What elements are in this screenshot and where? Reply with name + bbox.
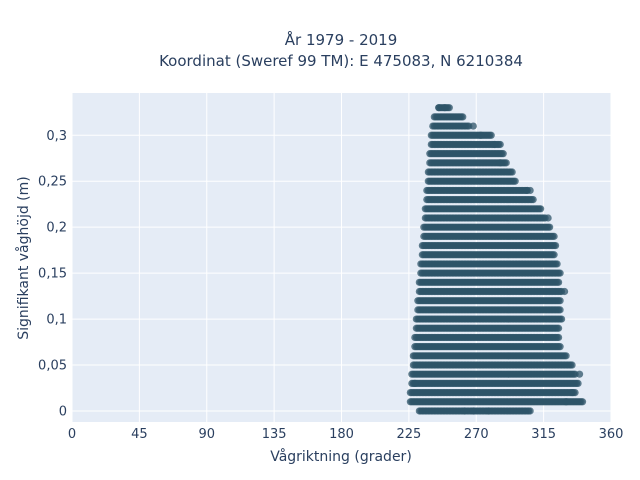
x-axis-title: Vågriktning (grader) [270,448,412,465]
data-point [553,260,561,268]
data-point [487,131,495,139]
data-point [411,379,419,388]
data-point [460,407,468,415]
data-point [550,251,558,259]
data-point [496,140,504,149]
y-axis-ticks: 0 0,05 0,1 0,15 0,2 0,25 0,3 [38,129,67,420]
chart-title-line-2: Koordinat (Sweref 99 TM): E 475083, N 62… [159,52,523,70]
data-point [562,398,570,406]
y-tick-label: 0,05 [38,359,67,374]
data-point [578,398,587,406]
data-point [544,214,552,222]
data-point [554,324,563,332]
data-point [554,278,563,286]
data-point [568,361,576,369]
data-point [562,352,570,360]
y-axis-title: Signifikant våghöjd (m) [15,176,32,339]
y-tick-label: 0,15 [38,267,67,282]
data-point [550,232,558,240]
data-point [552,241,560,250]
x-tick-label: 360 [599,427,624,442]
data-point [511,177,519,185]
data-point [484,407,492,415]
x-axis-ticks: 0 45 90 135 180 225 270 315 360 [68,427,624,442]
data-point [499,150,507,158]
data-point [556,343,564,351]
data-point [496,159,504,167]
data-point [556,297,564,305]
data-points [406,104,587,415]
data-point [546,223,554,231]
y-tick-label: 0,3 [46,129,67,144]
data-point [568,388,576,397]
x-tick-label: 315 [531,427,556,442]
data-point [574,379,582,388]
data-point [477,131,485,139]
x-tick-label: 270 [464,427,489,442]
data-point [526,407,534,415]
data-point [529,196,537,204]
x-tick-label: 45 [131,427,148,442]
data-point [560,287,569,296]
chart-title-line-1: År 1979 - 2019 [285,30,398,49]
data-point [537,205,545,213]
y-tick-label: 0,25 [38,175,67,190]
x-tick-label: 180 [329,427,354,442]
data-point [557,315,566,323]
data-point [469,407,477,415]
x-tick-label: 225 [396,427,421,442]
data-point [459,113,467,121]
data-point [523,186,531,195]
data-point [556,269,564,277]
data-point [556,306,564,314]
data-point [441,104,449,112]
y-tick-label: 0 [59,404,67,419]
data-point [508,168,516,176]
data-point [490,140,498,149]
data-point [469,122,477,130]
y-tick-label: 0,1 [46,313,67,328]
data-point [502,159,510,167]
x-tick-label: 90 [198,427,215,442]
x-tick-label: 0 [68,427,76,442]
data-point [554,333,563,342]
data-point [575,370,584,378]
data-point [435,104,443,112]
x-tick-label: 135 [262,427,287,442]
y-tick-label: 0,2 [46,221,67,236]
